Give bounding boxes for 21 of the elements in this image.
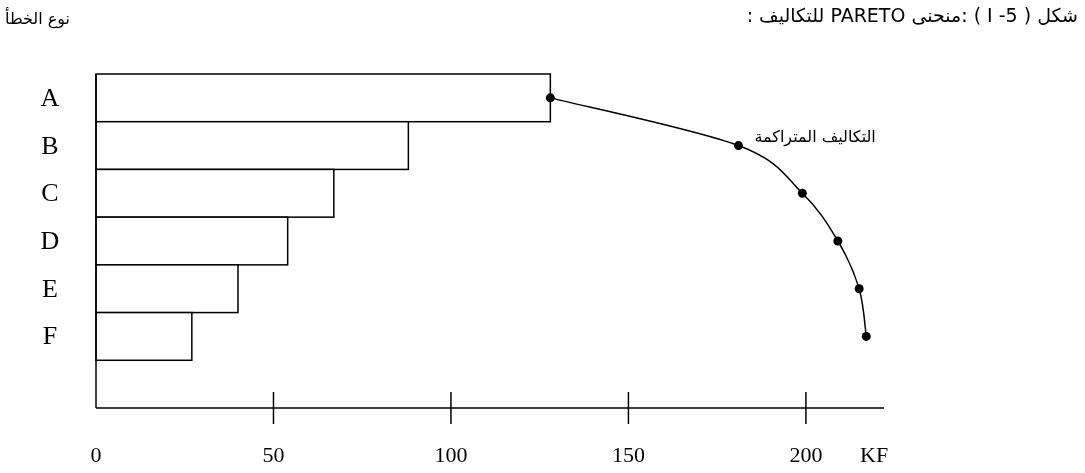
point bbox=[797, 188, 807, 198]
series-label: التكاليف المتراكمة bbox=[754, 126, 876, 147]
x-tick-label: 0 bbox=[90, 442, 102, 467]
y-tick-label: B bbox=[41, 130, 59, 160]
x-tick-label: 150 bbox=[611, 442, 645, 467]
y-tick-label: A bbox=[40, 82, 60, 112]
x-tick-label: 100 bbox=[434, 442, 468, 467]
point bbox=[861, 331, 871, 341]
point bbox=[733, 141, 743, 151]
point bbox=[854, 284, 864, 294]
y-tick-label: F bbox=[42, 321, 58, 351]
point bbox=[545, 93, 555, 103]
chart-title: شكل ( I -5 ) :منحنى PARETO للتكاليف : bbox=[746, 4, 1078, 26]
y-tick-label: E bbox=[42, 273, 58, 303]
x-tick-label: 50 bbox=[262, 442, 285, 467]
point bbox=[833, 236, 843, 246]
y-tick-label: D bbox=[40, 226, 60, 255]
x-tick-label: 200 bbox=[789, 442, 823, 467]
x-axis-title: KF bbox=[860, 442, 889, 467]
y-tick-label: C bbox=[41, 178, 59, 208]
y-axis-title: نوع الخطأ bbox=[5, 7, 70, 29]
